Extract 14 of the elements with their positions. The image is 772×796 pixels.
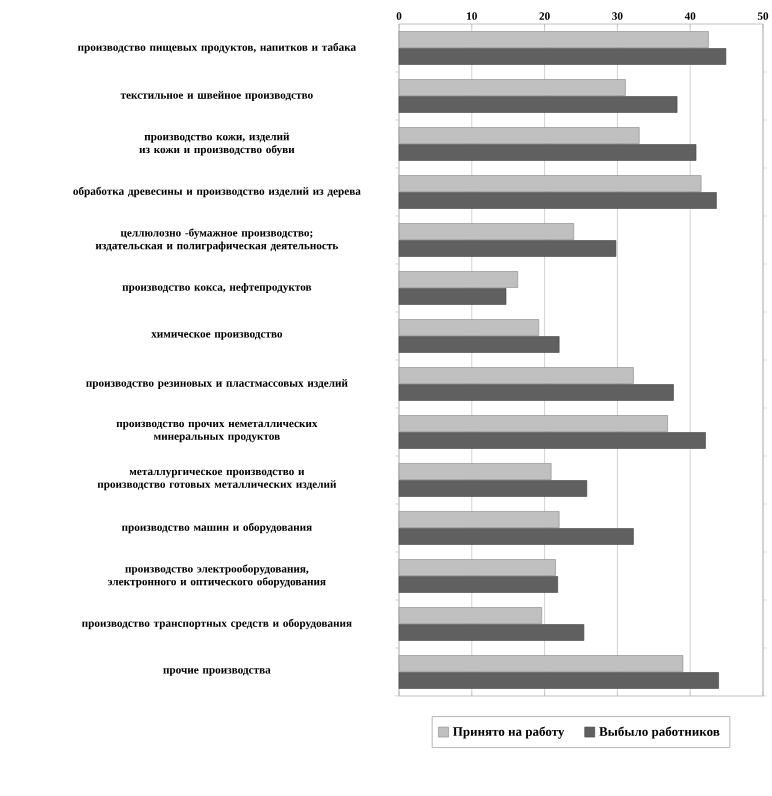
bar (398, 192, 717, 209)
bar (398, 624, 585, 641)
bar (398, 432, 706, 449)
bar (398, 240, 617, 257)
bar (398, 528, 634, 545)
bar (398, 96, 678, 113)
bar (398, 336, 560, 353)
bar (398, 384, 674, 401)
bar (398, 48, 727, 65)
bar (398, 144, 697, 161)
bar (398, 288, 507, 305)
bar (398, 480, 587, 497)
bar (398, 672, 719, 689)
bar (398, 576, 558, 593)
